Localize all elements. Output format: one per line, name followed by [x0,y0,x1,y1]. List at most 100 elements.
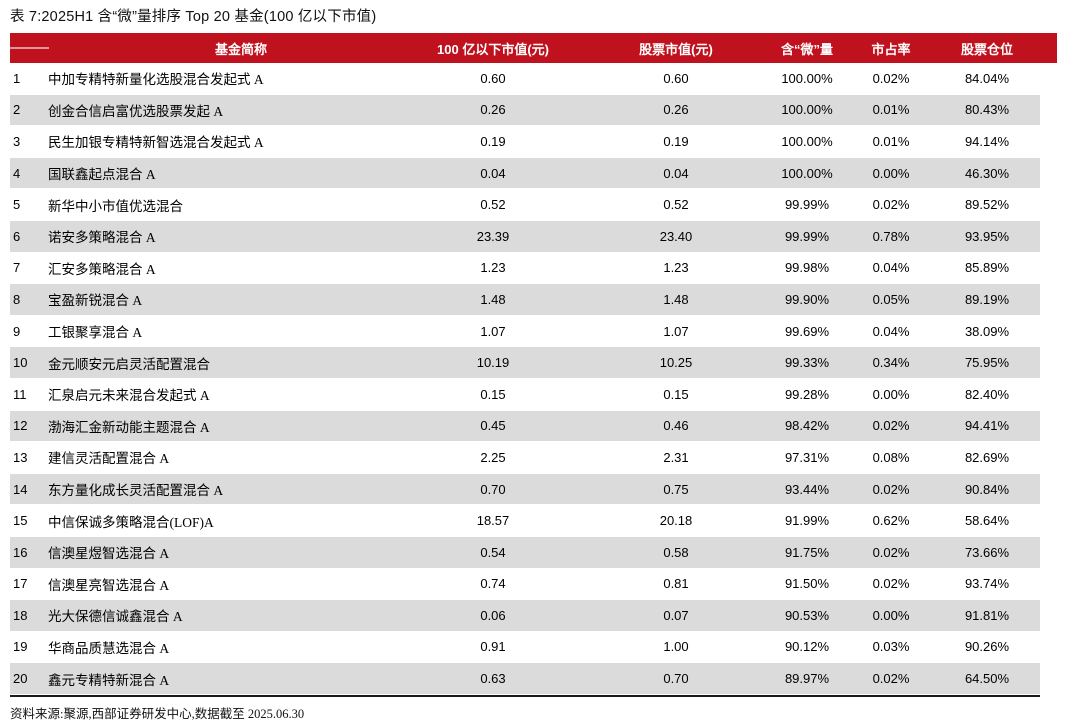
cell-micro: 99.28% [784,386,830,402]
table-header-row: 基金简称 100 亿以下市值(元) 股票市值(元) 含“微”量 市占率 股票仓位 [10,33,1057,63]
table-row: 2 创金合信启富优选股票发起 A 0.26 0.26 100.00% 0.01%… [10,94,1040,127]
cell-cap-below: 0.74 [480,576,506,592]
cell-fund-name: 中加专精特新量化选股混合发起式 A [48,72,264,88]
cell-fund-name: 诺安多策略混合 A [48,230,156,246]
cell-position: 73.66% [964,544,1010,560]
cell-stock-cap: 0.81 [663,576,689,592]
cell-share: 0.01% [872,102,910,118]
col-header-market-share: 市占率 [871,41,911,57]
cell-rank: 13 [13,449,28,465]
table-row: 10 金元顺安元启灵活配置混合 10.19 10.25 99.33% 0.34%… [10,347,1040,379]
cell-stock-cap: 0.04 [663,165,689,181]
cell-rank: 3 [13,133,21,149]
table-row: 13 建信灵活配置混合 A 2.25 2.31 97.31% 0.08% 82.… [10,442,1040,474]
cell-cap-below: 1.23 [480,260,506,276]
cell-cap-below: 0.15 [480,386,506,402]
col-header-micro-content: 含“微”量 [780,41,833,57]
cell-share: 0.02% [872,197,910,213]
cell-stock-cap: 23.40 [659,228,693,244]
cell-share: 0.00% [872,607,910,623]
cell-fund-name: 光大保德信诚鑫混合 A [48,609,183,625]
cell-micro: 99.33% [784,355,830,371]
cell-position: 90.84% [964,481,1010,497]
cell-rank: 4 [13,165,21,181]
cell-position: 89.19% [964,291,1010,307]
table-title: 表 7:2025H1 含“微”量排序 Top 20 基金(100 亿以下市值) [10,9,377,25]
cell-cap-below: 0.06 [480,607,506,623]
cell-position: 93.95% [964,228,1010,244]
cell-cap-below: 0.70 [480,481,506,497]
cell-cap-below: 0.60 [480,70,506,86]
cell-rank: 20 [13,671,28,687]
cell-stock-cap: 0.19 [663,133,689,149]
cell-rank: 1 [13,70,21,86]
cell-stock-cap: 2.31 [663,449,689,465]
cell-cap-below: 0.45 [480,418,506,434]
table-row: 15 中信保诚多策略混合(LOF)A 18.57 20.18 91.99% 0.… [10,505,1040,537]
cell-cap-below: 23.39 [476,228,510,244]
cell-rank: 14 [13,481,28,497]
table-row: 16 信澳星煜智选混合 A 0.54 0.58 91.75% 0.02% 73.… [10,536,1040,569]
table-row: 9 工银聚享混合 A 1.07 1.07 99.69% 0.04% 38.09% [10,316,1040,348]
col-header-stock-position: 股票仓位 [960,41,1013,57]
cell-rank: 8 [13,291,21,307]
cell-rank: 17 [13,576,28,592]
table-row: 3 民生加银专精特新智选混合发起式 A 0.19 0.19 100.00% 0.… [10,126,1040,158]
cell-fund-name: 信澳星亮智选混合 A [48,577,170,593]
cell-share: 0.01% [872,133,910,149]
cell-stock-cap: 0.70 [663,671,689,687]
cell-rank: 18 [13,607,28,623]
cell-rank: 15 [13,513,28,529]
cell-micro: 97.31% [784,449,830,465]
cell-stock-cap: 1.23 [663,260,689,276]
table-row: 11 汇泉启元未来混合发起式 A 0.15 0.15 99.28% 0.00% … [10,379,1040,411]
cell-rank: 5 [13,197,21,213]
cell-position: 64.50% [964,671,1010,687]
cell-micro: 91.99% [784,513,830,529]
col-header-cap-below-100b: 100 亿以下市值(元) [437,41,549,57]
table-row: 8 宝盈新锐混合 A 1.48 1.48 99.90% 0.05% 89.19% [10,284,1040,316]
table-row: 19 华商品质慧选混合 A 0.91 1.00 90.12% 0.03% 90.… [10,632,1040,664]
cell-micro: 93.44% [784,481,830,497]
cell-micro: 98.42% [784,418,830,434]
cell-fund-name: 东方量化成长灵活配置混合 A [48,483,224,499]
cell-micro: 90.53% [784,607,830,623]
cell-position: 94.41% [964,418,1010,434]
cell-fund-name: 渤海汇金新动能主题混合 A [48,419,210,435]
cell-share: 0.02% [872,418,910,434]
cell-position: 90.26% [964,639,1010,655]
cell-stock-cap: 0.07 [663,607,689,623]
table-row: 5 新华中小市值优选混合 0.52 0.52 99.99% 0.02% 89.5… [10,189,1040,221]
cell-position: 93.74% [964,576,1010,592]
cell-fund-name: 建信灵活配置混合 A [48,451,170,467]
cell-share: 0.02% [872,671,910,687]
cell-share: 0.00% [872,165,910,181]
table-row: 17 信澳星亮智选混合 A 0.74 0.81 91.50% 0.02% 93.… [10,569,1040,601]
cell-position: 80.43% [964,102,1010,118]
cell-micro: 100.00% [781,70,833,86]
cell-rank: 11 [13,386,27,402]
cell-position: 58.64% [964,513,1010,529]
cell-stock-cap: 0.52 [663,197,689,213]
cell-rank: 7 [13,260,21,276]
cell-share: 0.78% [872,228,910,244]
cell-micro: 91.50% [784,576,830,592]
cell-position: 91.81% [964,607,1010,623]
cell-cap-below: 0.19 [480,133,506,149]
cell-rank: 19 [13,639,28,655]
cell-fund-name: 信澳星煜智选混合 A [48,546,170,562]
cell-micro: 89.97% [784,671,830,687]
cell-stock-cap: 0.46 [663,418,689,434]
cell-stock-cap: 20.18 [659,513,693,529]
cell-stock-cap: 1.07 [663,323,689,339]
cell-micro: 100.00% [781,133,833,149]
cell-share: 0.34% [872,355,910,371]
cell-cap-below: 0.63 [480,671,506,687]
cell-fund-name: 汇安多策略混合 A [48,261,156,277]
cell-rank: 16 [13,544,28,560]
cell-rank: 12 [13,418,28,434]
cell-fund-name: 创金合信启富优选股票发起 A [48,103,224,119]
cell-stock-cap: 0.58 [663,544,689,560]
cell-share: 0.62% [872,513,910,529]
fund-table: 基金简称 100 亿以下市值(元) 股票市值(元) 含“微”量 市占率 股票仓位… [10,33,1057,697]
